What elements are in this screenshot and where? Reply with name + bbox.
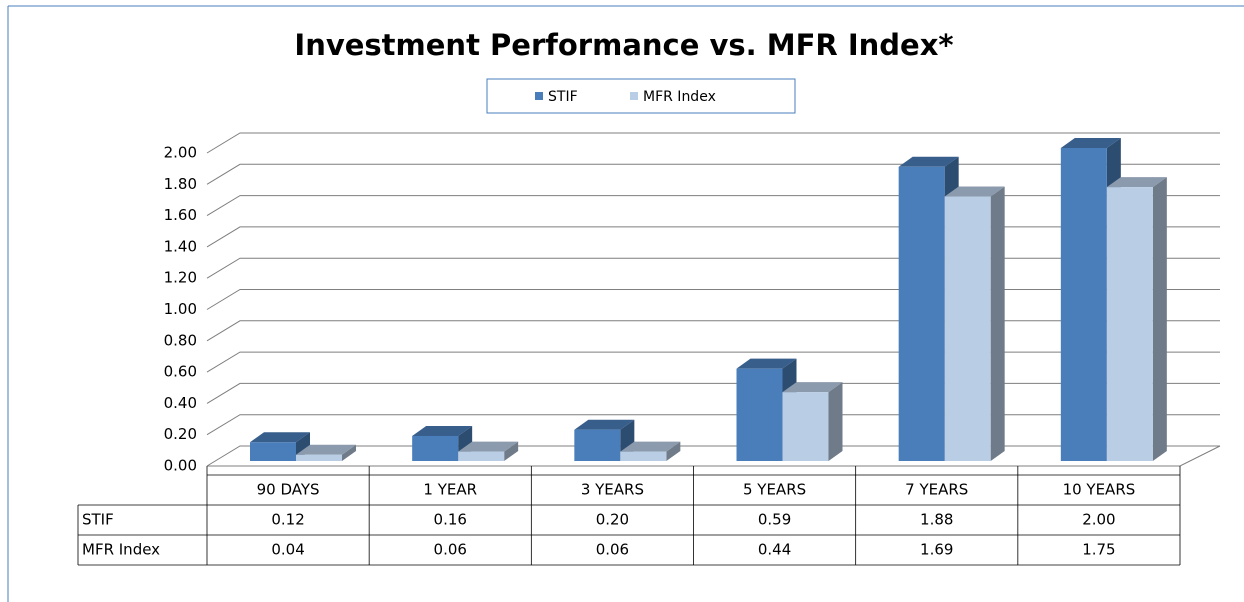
table-row-label: MFR Index — [82, 541, 160, 559]
bar — [620, 451, 667, 461]
bar-top — [1106, 177, 1167, 188]
bar — [944, 196, 991, 461]
x-tick-label: 5 YEARS — [743, 481, 806, 499]
y-tick-label: 1.00 — [164, 300, 197, 318]
bar — [458, 451, 505, 461]
data-label: 1.69 — [920, 541, 953, 559]
legend-swatch — [535, 92, 543, 100]
y-tick-label: 1.20 — [164, 269, 197, 287]
bar — [574, 429, 621, 461]
x-tick-label: 3 YEARS — [581, 481, 644, 499]
grid-line — [206, 320, 1220, 342]
grid-line — [206, 445, 1220, 467]
grid-line — [206, 414, 1220, 436]
grid-line — [206, 226, 1220, 248]
data-label: 1.88 — [920, 511, 953, 529]
grid-line — [206, 382, 1220, 404]
bar-top — [458, 441, 519, 452]
bar — [782, 392, 829, 461]
data-label: 0.04 — [271, 541, 304, 559]
y-tick-label: 0.00 — [164, 457, 197, 475]
bar-top — [782, 382, 843, 393]
grid-line — [206, 257, 1220, 279]
y-tick-label: 0.60 — [164, 363, 197, 381]
bar — [1106, 187, 1153, 461]
bar-top — [1060, 138, 1121, 148]
chart-title: Investment Performance vs. MFR Index* — [294, 28, 953, 62]
bar-top — [250, 432, 310, 443]
bar-top — [296, 444, 356, 455]
bar — [412, 435, 459, 461]
bar-top — [944, 186, 1005, 197]
bar-top — [736, 358, 797, 369]
data-label: 0.06 — [596, 541, 629, 559]
data-label: 0.06 — [434, 541, 467, 559]
x-tick-label: 1 YEAR — [423, 481, 477, 499]
data-label: 0.16 — [434, 511, 467, 529]
x-tick-label: 90 DAYS — [257, 481, 320, 499]
data-label: 0.44 — [758, 541, 791, 559]
bar-side — [990, 186, 1005, 461]
y-tick-label: 1.80 — [164, 175, 197, 193]
grid-line — [206, 289, 1220, 310]
x-tick-label: 7 YEARS — [905, 481, 968, 499]
grid-line — [206, 351, 1220, 373]
bar-side — [342, 444, 356, 461]
y-tick-label: 0.20 — [164, 425, 197, 443]
legend-swatch — [630, 92, 638, 100]
bar-top — [620, 441, 681, 452]
y-tick-label: 1.40 — [164, 237, 197, 255]
y-tick-label: 1.60 — [164, 206, 197, 224]
x-tick-label: 10 YEARS — [1063, 481, 1136, 499]
bar-top — [412, 425, 473, 436]
table-row-label: STIF — [82, 511, 114, 529]
bar-side — [828, 382, 843, 461]
grid-line — [206, 195, 1220, 217]
y-tick-label: 2.00 — [164, 144, 197, 162]
bar — [296, 454, 342, 461]
data-label: 1.75 — [1082, 541, 1115, 559]
y-tick-label: 0.40 — [164, 394, 197, 412]
data-label: 0.12 — [271, 511, 304, 529]
bar-top — [574, 419, 635, 430]
data-label: 2.00 — [1082, 511, 1115, 529]
legend-label: MFR Index — [643, 89, 716, 105]
data-label: 0.59 — [758, 511, 791, 529]
data-label: 0.20 — [596, 511, 629, 529]
bar — [736, 368, 783, 461]
legend-label: STIF — [548, 89, 578, 105]
legend-box — [486, 78, 796, 114]
bar — [250, 442, 296, 461]
bar-side — [504, 441, 519, 461]
bar-side — [1152, 177, 1167, 461]
grid-line — [206, 163, 1220, 185]
bar — [898, 166, 945, 461]
bar — [1060, 148, 1107, 461]
bar-top — [898, 156, 959, 167]
bar-side — [666, 441, 681, 461]
grid-line — [206, 132, 1220, 154]
y-tick-label: 0.80 — [164, 331, 197, 349]
